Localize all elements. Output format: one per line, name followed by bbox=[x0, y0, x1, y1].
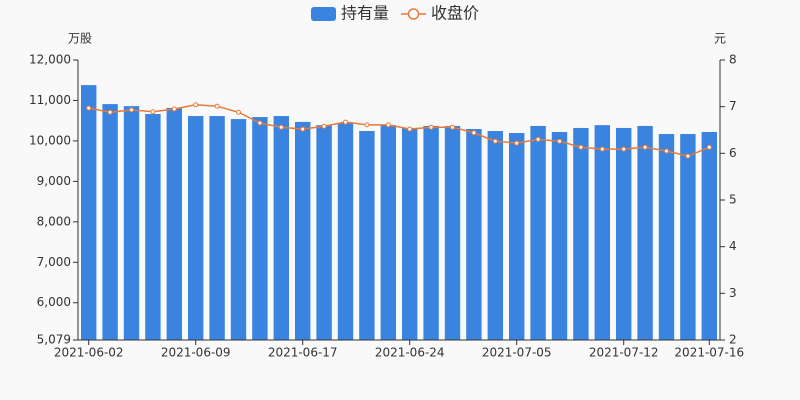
bar bbox=[530, 125, 546, 340]
price-line bbox=[88, 104, 710, 157]
price-point bbox=[492, 138, 498, 144]
bar bbox=[658, 134, 675, 340]
bar bbox=[701, 132, 718, 340]
bar bbox=[209, 116, 225, 340]
bar bbox=[508, 133, 525, 340]
price-point bbox=[664, 148, 669, 154]
bar bbox=[294, 121, 311, 341]
bar bbox=[316, 125, 332, 340]
price-point bbox=[171, 106, 177, 112]
legend-label: 持有量 bbox=[341, 4, 389, 23]
bar bbox=[444, 125, 461, 340]
price-point bbox=[236, 109, 241, 115]
x-tick-label: 2021-07-05 bbox=[482, 346, 552, 360]
bar bbox=[102, 104, 118, 340]
bar bbox=[680, 134, 696, 340]
bar bbox=[187, 116, 204, 340]
x-tick-label: 2021-07-16 bbox=[674, 346, 744, 360]
price-point bbox=[193, 102, 199, 108]
price-point bbox=[385, 122, 391, 128]
x-tick-label: 2021-06-17 bbox=[268, 346, 338, 360]
price-point bbox=[642, 144, 648, 150]
y-axis-unit: 万股 bbox=[68, 32, 92, 46]
y2-tick-label: 7 bbox=[729, 99, 737, 113]
y2-tick-label: 6 bbox=[729, 146, 737, 160]
y2-tick-label: 3 bbox=[729, 286, 737, 300]
price-point bbox=[278, 124, 284, 130]
price-point bbox=[407, 126, 413, 132]
price-point bbox=[471, 130, 477, 136]
bar bbox=[166, 107, 183, 341]
bar bbox=[273, 116, 290, 340]
y2-tick-label: 5 bbox=[729, 193, 737, 207]
price-point bbox=[364, 122, 370, 128]
y2-axis-unit: 元 bbox=[714, 32, 726, 46]
bar bbox=[145, 114, 161, 340]
x-tick-label: 2021-07-12 bbox=[589, 346, 659, 360]
bar bbox=[252, 117, 268, 340]
bar bbox=[80, 85, 97, 340]
bar bbox=[423, 125, 439, 340]
bar bbox=[359, 131, 375, 340]
price-point bbox=[535, 136, 541, 142]
bar bbox=[637, 125, 653, 340]
y-tick-label: 5,079 bbox=[37, 333, 71, 347]
y-tick-label: 6,000 bbox=[37, 295, 71, 309]
price-point bbox=[578, 144, 584, 150]
y-tick-label: 12,000 bbox=[29, 53, 71, 67]
legend-label: 收盘价 bbox=[431, 4, 479, 23]
price-point bbox=[300, 126, 306, 132]
price-point bbox=[706, 144, 712, 150]
bar bbox=[594, 125, 611, 340]
price-point bbox=[450, 124, 455, 130]
price-point bbox=[343, 119, 348, 125]
bar bbox=[401, 127, 418, 340]
bar bbox=[123, 106, 140, 340]
x-tick-label: 2021-06-09 bbox=[161, 346, 231, 360]
y2-tick-label: 2 bbox=[729, 333, 737, 347]
price-point bbox=[557, 138, 562, 144]
price-point bbox=[129, 107, 134, 113]
price-point bbox=[150, 109, 156, 115]
bar bbox=[337, 123, 354, 340]
bar bbox=[380, 125, 397, 340]
price-point bbox=[86, 105, 92, 111]
y2-tick-label: 8 bbox=[729, 53, 737, 67]
bar bbox=[466, 128, 482, 340]
y2-tick-label: 4 bbox=[729, 239, 737, 253]
bar bbox=[487, 131, 504, 340]
legend-swatch bbox=[407, 8, 420, 20]
x-tick-label: 2021-06-02 bbox=[54, 346, 124, 360]
price-point bbox=[685, 153, 691, 159]
y-tick-label: 8,000 bbox=[37, 214, 71, 228]
bar bbox=[230, 119, 247, 340]
price-point bbox=[257, 120, 263, 126]
y-tick-label: 7,000 bbox=[37, 255, 71, 269]
price-point bbox=[621, 146, 627, 152]
x-tick-label: 2021-06-24 bbox=[375, 346, 445, 360]
price-point bbox=[107, 109, 113, 115]
price-point bbox=[514, 140, 520, 146]
legend-swatch bbox=[311, 7, 336, 21]
bar bbox=[551, 132, 568, 340]
price-point bbox=[428, 124, 434, 130]
price-point bbox=[214, 103, 220, 109]
bar bbox=[573, 127, 589, 340]
y-tick-label: 10,000 bbox=[29, 133, 71, 147]
price-point bbox=[599, 146, 605, 152]
y-tick-label: 11,000 bbox=[29, 93, 71, 107]
y-tick-label: 9,000 bbox=[37, 174, 71, 188]
price-point bbox=[321, 123, 327, 129]
bar bbox=[615, 127, 632, 340]
